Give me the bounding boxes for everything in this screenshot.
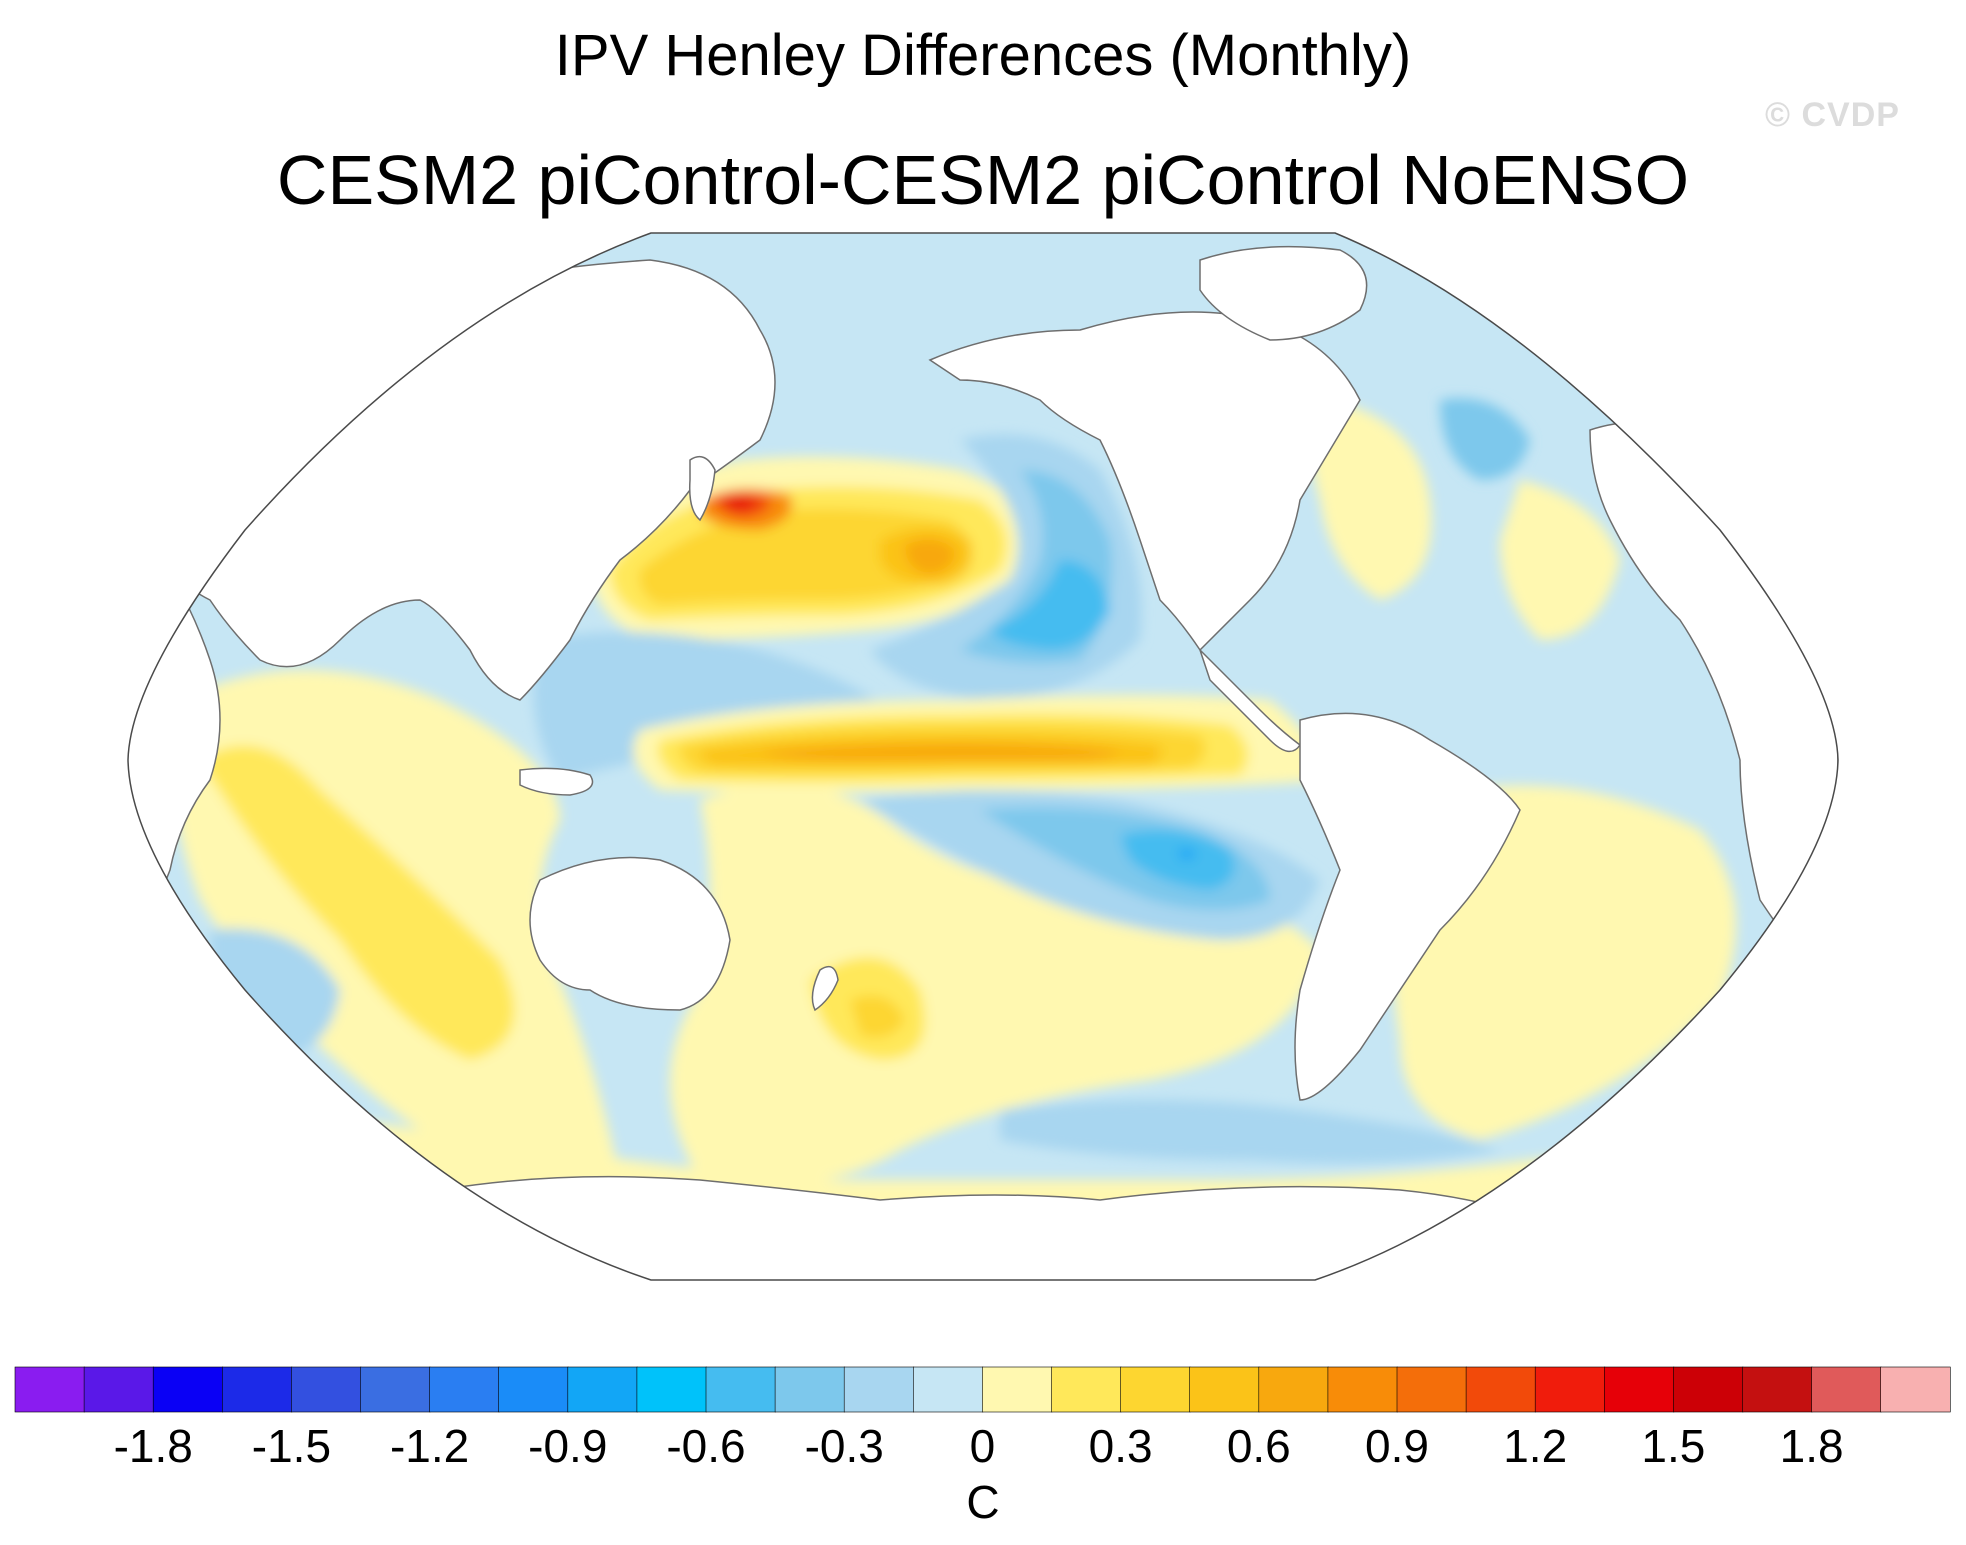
new-zealand-island: [811, 965, 839, 1012]
colorbar-tick-label: -0.6: [666, 1420, 745, 1472]
japan-islands: [688, 455, 716, 522]
land-masses: [128, 245, 1838, 1280]
colorbar-swatch: [152, 1366, 224, 1413]
colorbar-swatch: [498, 1366, 569, 1413]
colorbar-swatch: [360, 1366, 431, 1413]
colorbar-tick-label: -1.2: [390, 1420, 469, 1472]
colorbar-tick-label: 0.3: [1089, 1420, 1153, 1472]
colorbar-tick-label: 1.8: [1780, 1420, 1844, 1472]
colorbar-swatch: [843, 1366, 915, 1413]
north-atlantic-warm-patch: [1312, 400, 1432, 600]
colorbar-swatch: [222, 1366, 293, 1413]
north-pacific-warm-inner: [639, 508, 971, 605]
chart-subtitle: CESM2 piControl-CESM2 piControl NoENSO: [276, 141, 1690, 219]
northeast-pacific-cool-core: [990, 560, 1110, 650]
colorbar-tick-label: 0: [970, 1420, 996, 1472]
colorbar-swatch: [429, 1366, 500, 1413]
colorbar-unit-label: C: [966, 1476, 999, 1528]
colorbar-swatch: [705, 1366, 776, 1413]
north-atlantic-cool-mid: [1440, 398, 1530, 480]
north-america-landmass: [928, 311, 1361, 652]
colorbar-swatch: [1120, 1366, 1191, 1413]
equatorial-warm-peak: [760, 744, 1120, 760]
colorbar-tick-label: 1.5: [1641, 1420, 1705, 1472]
globe-outline: [127, 232, 1839, 1281]
south-america-landmass: [1294, 712, 1521, 1101]
colorbar-ticks: -1.8 -1.5 -1.2 -0.9 -0.6 -0.3 0 0.3 0.6 0.9 1.2 1.5…: [114, 1420, 1844, 1472]
colorbar-swatch: [1396, 1366, 1467, 1413]
chart-title: IPV Henley Differences (Monthly): [554, 23, 1412, 88]
western-pacific-cool-region: [533, 632, 900, 780]
southeast-pacific-cool-peak: [1178, 848, 1197, 860]
colorbar-swatch: [1880, 1366, 1951, 1413]
colorbar-tick-label: -0.3: [805, 1420, 884, 1472]
colorbar-swatch: [1604, 1366, 1675, 1413]
colorbar-swatch: [1465, 1366, 1536, 1413]
greenland-landmass: [1199, 245, 1368, 341]
colorbar-tick-label: -1.5: [252, 1420, 331, 1472]
colorbar-swatch: [291, 1366, 362, 1413]
colorbar-tick-label: 0.6: [1227, 1420, 1291, 1472]
south-pacific-warm-center: [850, 995, 905, 1038]
colorbar-tick-label: -0.9: [528, 1420, 607, 1472]
colorbar-tick-label: -1.8: [114, 1420, 193, 1472]
colorbar-swatch: [1189, 1366, 1260, 1413]
indonesia-islands: [519, 767, 594, 796]
colorbar-swatch: [1742, 1366, 1813, 1413]
colorbar-swatch: [1534, 1366, 1606, 1413]
north-pacific-warm-peak: [905, 538, 955, 575]
kuroshio-warm-peak: [722, 495, 758, 510]
colorbar-tick-label: 1.2: [1503, 1420, 1567, 1472]
colorbar-swatch: [1258, 1366, 1329, 1413]
southern-ocean-cool-band: [1000, 1100, 1500, 1164]
australia-landmass: [529, 856, 731, 1011]
colorbar-swatch: [1811, 1366, 1882, 1413]
colorbar-swatch: [83, 1366, 154, 1413]
indian-ocean-warm-core: [200, 745, 515, 1060]
colorbar-swatch: [774, 1366, 845, 1413]
colorbar-swatch: [14, 1366, 85, 1413]
colorbar-swatch: [567, 1366, 638, 1413]
cvdp-watermark: © CVDP: [1765, 96, 1900, 134]
antarctica-landmass: [429, 1175, 1561, 1280]
colorbar-swatch: [1327, 1366, 1398, 1413]
colorbar-tick-label: 0.9: [1365, 1420, 1429, 1472]
colorbar-swatches: [14, 1366, 1951, 1413]
colorbar-swatch: [912, 1366, 984, 1413]
colorbar-swatch: [1673, 1366, 1744, 1413]
colorbar-swatch: [982, 1366, 1053, 1413]
colorbar-swatch: [1051, 1366, 1122, 1413]
atlantic-warm-strip: [1500, 480, 1620, 640]
colorbar-swatch: [636, 1366, 707, 1413]
southeast-pacific-cool-core: [1120, 830, 1235, 890]
